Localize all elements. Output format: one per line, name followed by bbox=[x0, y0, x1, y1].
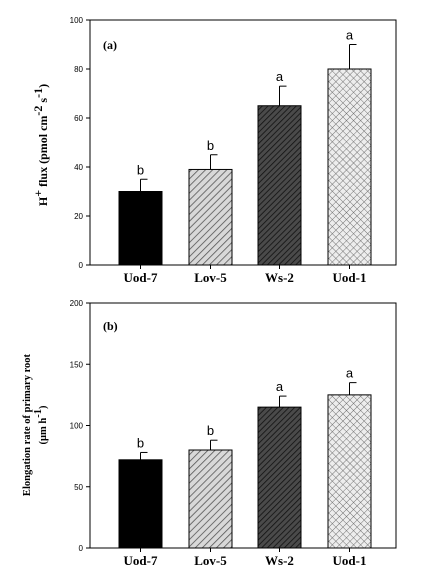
panel-a-y-label-part: ) bbox=[36, 84, 50, 88]
panel-b-y-tick-label: 200 bbox=[70, 299, 84, 308]
panel-a-y-tick-label: 20 bbox=[74, 212, 83, 221]
panel-b-x-tick-label: Ws-2 bbox=[265, 553, 294, 568]
panel-b-bar-uod-1 bbox=[327, 394, 372, 549]
panel-a-y-label-part: flux (pmol cm bbox=[36, 116, 50, 190]
panel-a-y-tick-label: 0 bbox=[79, 261, 84, 270]
panel-a-y-label-part: -1 bbox=[31, 88, 45, 98]
panel-b-y-axis-label: Elongation rate of primary root (µm h-1) bbox=[22, 353, 49, 496]
panel-a-y-label-text: H+ flux (pmol cm-2 s-1) bbox=[31, 84, 50, 206]
panel-a-bar-uod-1 bbox=[327, 68, 372, 266]
panel-a-x-tick-label: Uod-1 bbox=[333, 270, 367, 285]
panel-b-significance-label: a bbox=[346, 366, 354, 381]
panel-b-x-tick-label: Uod-1 bbox=[333, 553, 367, 568]
panel-b-significance-label: b bbox=[137, 435, 144, 450]
panel-a-y-label-part: -2 bbox=[31, 106, 45, 116]
panel-b-y-label-part: -1 bbox=[33, 409, 44, 418]
panel-a-y-tick-label: 100 bbox=[70, 16, 84, 25]
panel-b-bar-lov-5 bbox=[188, 449, 233, 549]
panel-b-x-tick-label: Uod-7 bbox=[124, 553, 158, 568]
panel-a-x-tick-label: Lov-5 bbox=[194, 270, 227, 285]
panel-a-bar-uod-7 bbox=[118, 191, 163, 266]
panel-a-x-tick-label: Uod-7 bbox=[124, 270, 158, 285]
panel-b-label: (b) bbox=[103, 319, 118, 333]
panel-a-y-axis-label: H+ flux (pmol cm-2 s-1) bbox=[31, 84, 50, 206]
panel-a: (a) H+ flux (pmol cm-2 s-1) 0 20 40 60 80 100… bbox=[31, 16, 397, 285]
panel-b-x-tick-label: Lov-5 bbox=[194, 553, 227, 568]
panel-b-significance-label: a bbox=[276, 379, 284, 394]
panel-a-significance-label: b bbox=[207, 138, 214, 153]
panel-a-y-label-part: s bbox=[36, 98, 50, 106]
panel-a-significance-label: a bbox=[276, 69, 284, 84]
panel-a-significance-label: a bbox=[346, 28, 354, 43]
panel-a-y-label-part: H bbox=[36, 196, 50, 206]
panel-b-bar-ws-2 bbox=[257, 406, 302, 549]
panel-a-x-tick-label: Ws-2 bbox=[265, 270, 294, 285]
panel-a-y-label-part: + bbox=[31, 190, 45, 197]
panel-b-y-label-line2: (µm h-1) bbox=[33, 405, 49, 445]
panel-a-bar-ws-2 bbox=[257, 105, 302, 266]
panel-a-y-tick-label: 60 bbox=[74, 114, 83, 123]
panel-a-bar-lov-5 bbox=[188, 168, 233, 266]
panel-a-y-tick-label: 40 bbox=[74, 163, 83, 172]
panel-b-y-label-line1: Elongation rate of primary root bbox=[22, 353, 33, 496]
panel-b-bar-uod-7 bbox=[118, 459, 163, 549]
panel-b-y-tick-label: 50 bbox=[74, 483, 83, 492]
panel-a-y-tick-label: 80 bbox=[74, 65, 83, 74]
panel-a-plot-frame bbox=[89, 19, 397, 266]
panel-b-y-tick-label: 150 bbox=[70, 360, 84, 369]
panel-b-y-label-part: (µm h bbox=[38, 418, 49, 445]
panel-b-y-tick-label: 0 bbox=[79, 544, 84, 553]
panel-b-y-tick-label: 100 bbox=[70, 422, 84, 431]
panel-b-significance-label: b bbox=[207, 423, 214, 438]
panel-b: (b) Elongation rate of primary root (µm h… bbox=[22, 299, 397, 568]
panel-b-y-label-part: ) bbox=[38, 405, 49, 409]
panel-a-significance-label: b bbox=[137, 162, 144, 177]
panel-a-label: (a) bbox=[103, 38, 117, 52]
